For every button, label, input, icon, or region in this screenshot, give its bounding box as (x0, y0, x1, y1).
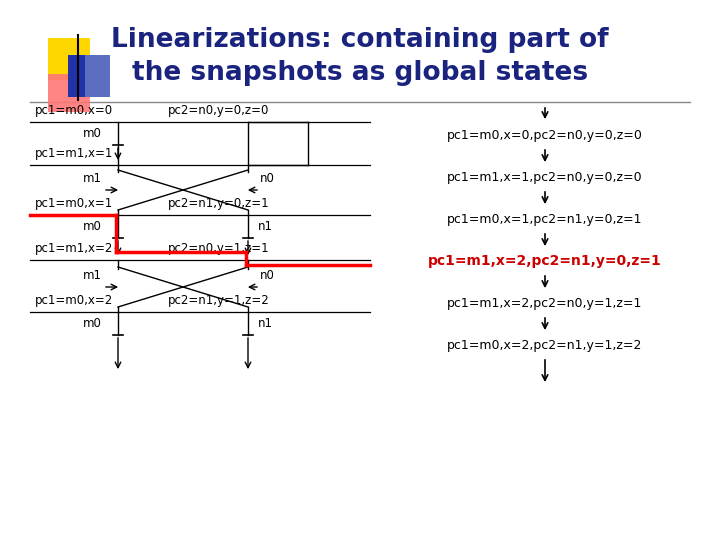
Text: n0: n0 (260, 269, 275, 282)
Text: m0: m0 (83, 317, 102, 330)
Text: pc1=m1,x=1: pc1=m1,x=1 (35, 147, 113, 160)
Bar (48, 74, 90, 112)
Bar (85, 55, 110, 97)
Bar (68, 55, 110, 97)
Text: pc2=n0,y=0,z=0: pc2=n0,y=0,z=0 (168, 104, 269, 117)
Text: pc1=m1,x=2,pc2=n1,y=0,z=1: pc1=m1,x=2,pc2=n1,y=0,z=1 (428, 254, 662, 268)
Text: m1: m1 (83, 172, 102, 185)
Text: m1: m1 (83, 269, 102, 282)
Text: m0: m0 (83, 220, 102, 233)
Text: pc1=m0,x=1,pc2=n1,y=0,z=1: pc1=m0,x=1,pc2=n1,y=0,z=1 (447, 213, 643, 226)
Text: pc1=m0,x=0: pc1=m0,x=0 (35, 104, 113, 117)
Text: m0: m0 (83, 127, 102, 140)
Text: pc2=n1,y=1,z=2: pc2=n1,y=1,z=2 (168, 294, 270, 307)
Text: pc1=m0,x=0,pc2=n0,y=0,z=0: pc1=m0,x=0,pc2=n0,y=0,z=0 (447, 129, 643, 141)
Text: Linearizations: containing part of: Linearizations: containing part of (111, 27, 609, 53)
Text: pc1=m0,x=2,pc2=n1,y=1,z=2: pc1=m0,x=2,pc2=n1,y=1,z=2 (447, 339, 643, 352)
Text: pc1=m1,x=2: pc1=m1,x=2 (35, 242, 113, 255)
Text: the snapshots as global states: the snapshots as global states (132, 60, 588, 86)
Text: pc1=m1,x=1,pc2=n0,y=0,z=0: pc1=m1,x=1,pc2=n0,y=0,z=0 (447, 171, 643, 184)
Text: pc2=n1,y=0,z=1: pc2=n1,y=0,z=1 (168, 197, 269, 210)
Text: pc1=m1,x=2,pc2=n0,y=1,z=1: pc1=m1,x=2,pc2=n0,y=1,z=1 (447, 296, 643, 309)
Text: n1: n1 (258, 220, 273, 233)
Text: pc1=m0,x=2: pc1=m0,x=2 (35, 294, 113, 307)
Bar (48, 38, 90, 80)
Text: pc1=m0,x=1: pc1=m0,x=1 (35, 197, 113, 210)
Text: pc2=n0,y=1,z=1: pc2=n0,y=1,z=1 (168, 242, 269, 255)
Text: n1: n1 (258, 317, 273, 330)
Text: n0: n0 (260, 172, 275, 185)
